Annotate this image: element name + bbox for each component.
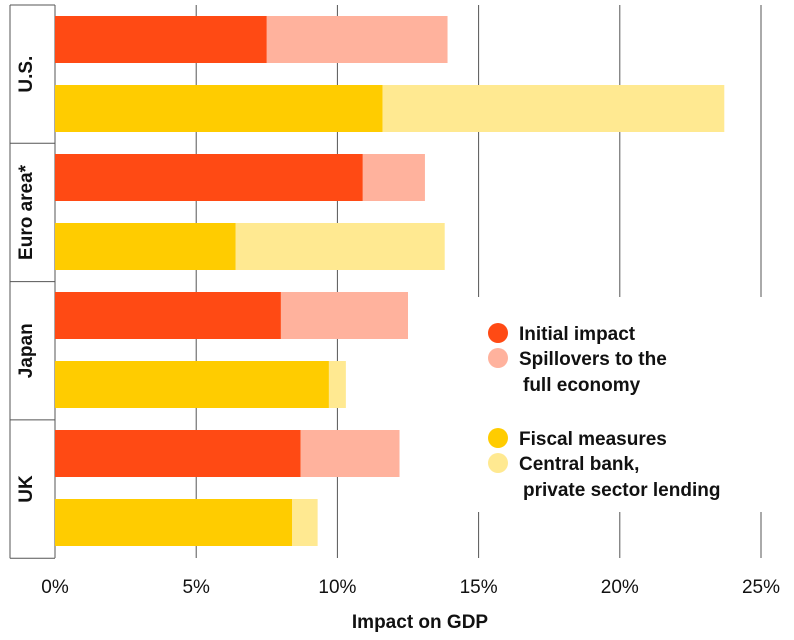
bar-impact-segment-1 xyxy=(55,292,281,339)
legend-swatch xyxy=(488,453,508,473)
bar-impact-segment-1 xyxy=(55,430,301,477)
group-label: Euro area* xyxy=(16,164,37,260)
group-label: UK xyxy=(16,475,37,503)
legend-label: full economy xyxy=(523,375,641,396)
legend-label: private sector lending xyxy=(523,480,720,501)
x-tick-label: 0% xyxy=(41,577,69,598)
group-label: Japan xyxy=(16,323,37,378)
bar-impact-segment-1 xyxy=(55,16,267,63)
legend-swatch xyxy=(488,323,508,343)
x-tick-label: 25% xyxy=(742,577,780,598)
group-label: U.S. xyxy=(16,56,37,93)
x-tick-label: 5% xyxy=(182,577,210,598)
bar-impact-segment-1 xyxy=(55,154,363,201)
bar-impact-segment-2 xyxy=(266,16,448,63)
bar-measures-segment-1 xyxy=(55,361,329,408)
x-tick-label: 15% xyxy=(460,577,498,598)
bar-measures-segment-2 xyxy=(328,361,346,408)
legend-label: Initial impact xyxy=(519,324,636,345)
legend-swatch xyxy=(488,348,508,368)
x-tick-label: 10% xyxy=(318,577,356,598)
x-axis-title: Impact on GDP xyxy=(352,612,489,633)
bar-measures-segment-1 xyxy=(55,85,383,132)
bar-measures-segment-1 xyxy=(55,223,236,270)
legend-background xyxy=(478,297,778,512)
legend-label: Fiscal measures xyxy=(519,429,667,450)
bar-measures-segment-2 xyxy=(292,499,318,546)
bar-impact-segment-2 xyxy=(300,430,400,477)
bar-measures-segment-1 xyxy=(55,499,293,546)
bar-impact-segment-2 xyxy=(362,154,425,201)
bar-impact-segment-2 xyxy=(280,292,408,339)
bar-measures-segment-2 xyxy=(382,85,725,132)
legend-label: Central bank, xyxy=(519,454,639,475)
bar-measures-segment-2 xyxy=(235,223,445,270)
x-tick-label: 20% xyxy=(601,577,639,598)
legend-label: Spillovers to the xyxy=(519,349,667,370)
legend-swatch xyxy=(488,428,508,448)
